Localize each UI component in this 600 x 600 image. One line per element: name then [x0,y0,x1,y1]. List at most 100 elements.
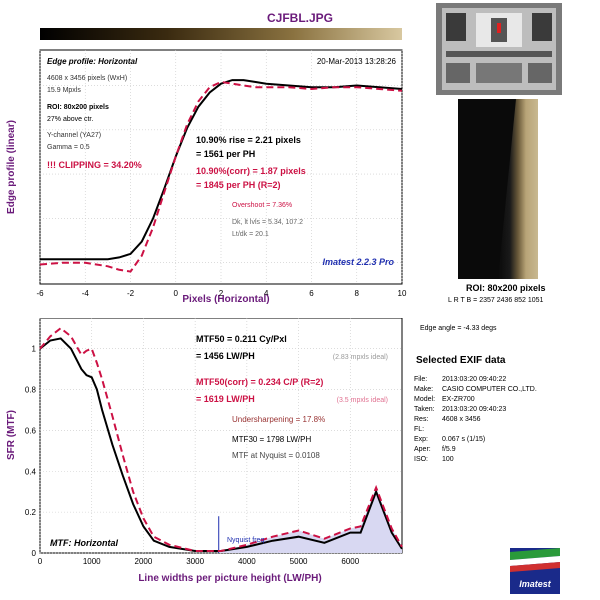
exif-value: 100 [442,456,454,463]
mtf-x-tick: 0 [38,557,43,566]
roi-crop-image [458,99,538,279]
edge-x-tick: 6 [309,289,314,298]
mtf50-corr-ideal: (3.5 mpxls ideal) [337,397,388,404]
window-title: CJFBL.JPG [266,11,333,25]
edge-rise-2: = 1561 per PH [196,149,255,159]
exif-row: Exp: 0.067 s (1/15) [414,435,537,445]
exif-key: Taken: [414,406,435,413]
edge-roi: ROI: 80x200 pixels [47,104,109,111]
mtf-x-tick: 6000 [341,557,359,566]
edge-roi-pos: 27% above ctr. [47,116,93,123]
nyquist-label: Nyquist freq. [227,537,266,544]
edge-channel: Y-channel (YA27) [47,132,101,139]
mtf-y-ticks: 0 0.2 0.4 0.6 0.8 1 [25,345,37,558]
mtf-x-tick: 4000 [238,557,256,566]
mtf50-corr-1: MTF50(corr) = 0.234 C/P (R=2) [196,377,323,387]
edge-gradient-strip [40,28,402,40]
mtf-x-ticks: 0 1000 2000 3000 4000 5000 6000 [38,557,360,566]
mtf-chart: 0 1000 2000 3000 4000 5000 6000 0 0.2 0.4 0.6 0.8 1… [6,318,403,584]
mtf-series-corrected [39,326,403,552]
exif-key: Res: [414,416,429,423]
exif-key: Exp: [414,436,429,443]
edge-x-tick: 2 [219,289,224,298]
edge-x-tick: 8 [355,289,360,298]
edge-rise-1: 10.90% rise = 2.21 pixels [196,135,301,145]
edge-gamma: Gamma = 0.5 [47,144,90,151]
edge-info-size: 4608 x 3456 pixels (WxH) [47,75,127,82]
edge-corr-2: = 1845 per PH (R=2) [196,180,281,190]
exif-key: Model: [414,396,436,403]
edge-x-tick: -6 [36,289,44,298]
mtf-x-tick: 5000 [290,557,308,566]
exif-row: ISO: 100 [414,455,537,465]
exif-key: File: [414,376,428,383]
exif-value: 2013:03:20 09:40:22 [442,376,507,383]
edge-lt-dk: Lt/dk = 20.1 [232,231,269,238]
exif-value: 4608 x 3456 [442,416,481,423]
exif-row: Taken: 2013:03:20 09:40:23 [414,405,537,415]
exif-key: FL: [414,426,425,433]
exif-row: FL: [414,425,537,435]
roi-label: ROI: 80x200 pixels [466,283,546,293]
exif-row: Aper: f/5.9 [414,445,537,455]
exif-title: Selected EXIF data [416,355,506,366]
mtf-plot-frame [39,318,403,554]
edge-y-label: Edge profile (linear) [6,120,17,214]
mtf-series-measured [39,337,403,552]
imatest-logo-text: Imatest [519,579,552,589]
exif-value: f/5.9 [442,446,456,453]
mtf-y-tick: 1 [32,345,37,354]
edge-angle: Edge angle = -4.33 degs [420,325,497,332]
roi-lrtb: L R T B = 2357 2436 852 1051 [448,297,544,304]
mtf-y-tick: 0 [32,549,37,558]
mtf-panel-label: MTF: Horizontal [50,538,118,548]
edge-series-measured [40,79,403,261]
exif-value: 0.067 s (1/15) [442,436,486,443]
mtf-x-tick: 3000 [186,557,204,566]
mtf-grid [39,318,402,554]
mtf-x-label: Line widths per picture height (LW/PH) [138,573,321,584]
edge-x-tick: -2 [127,289,135,298]
mtf50-corr-2: = 1619 LW/PH [196,394,255,404]
edge-header-right: 20-Mar-2013 13:28:26 [317,57,397,66]
exif-row: File: 2013:03:20 09:40:22 [414,375,537,385]
edge-series-corrected [39,80,403,273]
imatest-logo: Imatest [510,548,560,594]
edge-info-mpxls: 15.9 Mpxls [47,87,81,94]
exif-value: 2013:03:20 09:40:23 [442,406,507,413]
edge-corr-1: 10.90%(corr) = 1.87 pixels [196,166,306,176]
exif-row: Res: 4608 x 3456 [414,415,537,425]
edge-x-tick: -4 [82,289,90,298]
exif-value: EX-ZR700 [442,396,475,403]
edge-x-tick: 0 [174,289,179,298]
mtf-x-tick: 1000 [83,557,101,566]
mtf30-value: MTF30 = 1798 LW/PH [232,435,311,444]
exif-list: File: 2013:03:20 09:40:22 Make: CASIO COMPU… [414,375,537,465]
edge-profile-chart: -6 -4 -2 0 2 4 6 8 10 Pixels (Horizontal) Edge p… [6,49,407,305]
mtf-undersharpening: Undersharpening = 17.8% [232,415,325,424]
mtf50-ideal: (2.83 mpxls ideal) [333,354,388,361]
exif-key: Aper: [414,446,431,453]
edge-clipping: !!! CLIPPING = 34.20% [47,160,142,170]
mtf-y-tick: 0.8 [25,386,37,395]
edge-overshoot: Overshoot = 7.36% [232,202,292,209]
mtf-x-tick: 2000 [135,557,153,566]
mtf-y-tick: 0.6 [25,426,37,435]
mtf-y-label: SFR (MTF) [6,410,17,460]
edge-grid [39,50,403,284]
edge-dk-lvls: Dk, lt lvls = 5.34, 107.2 [232,219,303,226]
exif-row: Make: CASIO COMPUTER CO.,LTD. [414,385,537,395]
exif-key: ISO: [414,456,429,463]
edge-x-label: Pixels (Horizontal) [182,294,269,305]
edge-brand: Imatest 2.2.3 Pro [322,257,394,267]
mtf50-line-1: MTF50 = 0.211 Cy/Pxl [196,334,287,344]
mtf50-line-2: = 1456 LW/PH [196,351,255,361]
mtf-beyond-nyquist-area [218,487,402,553]
exif-key: Make: [414,386,434,393]
exif-row: Model: EX-ZR700 [414,395,537,405]
mtf-at-nyquist: MTF at Nyquist = 0.0108 [232,451,320,460]
edge-header-left: Edge profile: Horizontal [47,57,138,66]
exif-value: CASIO COMPUTER CO.,LTD. [442,386,537,393]
mtf-y-tick: 0.4 [25,467,37,476]
edge-x-tick: 10 [398,289,407,298]
